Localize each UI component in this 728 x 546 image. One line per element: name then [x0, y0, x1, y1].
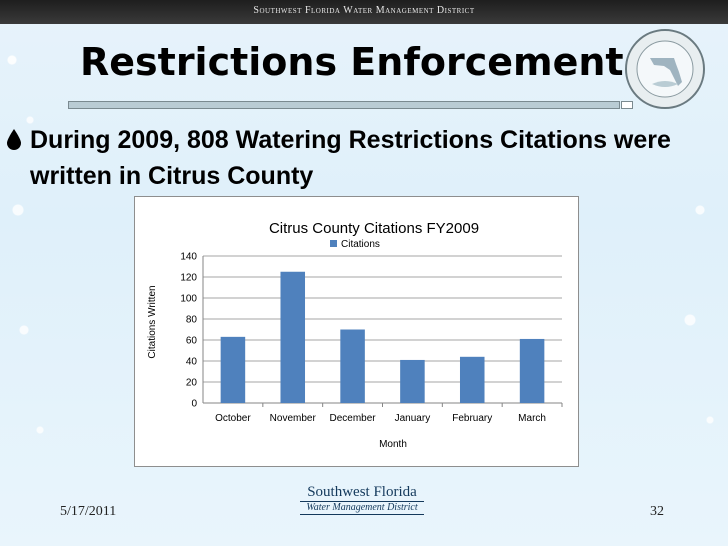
title-underline: [68, 101, 633, 109]
y-tick-label: 100: [180, 294, 197, 305]
legend-swatch: [330, 240, 337, 247]
footer-date: 5/17/2011: [60, 504, 117, 519]
y-tick-label: 20: [186, 378, 198, 389]
y-tick-label: 60: [186, 336, 198, 347]
bar: [280, 271, 306, 403]
bar-chart: Citrus County Citations FY2009 Citations…: [147, 220, 563, 450]
bar: [459, 356, 485, 403]
chart-container: Citrus County Citations FY2009 Citations…: [134, 196, 579, 467]
y-tick-label: 80: [186, 315, 198, 326]
page-number: 32: [650, 504, 664, 519]
bar: [519, 338, 545, 403]
y-tick-label: 40: [186, 357, 198, 368]
x-tick-label: November: [270, 413, 317, 424]
district-logo: Southwest Florida Water Management Distr…: [300, 484, 424, 520]
x-tick-label: October: [215, 413, 251, 424]
x-tick-label: January: [395, 413, 431, 424]
banner-text: Southwest Florida Water Management Distr…: [253, 5, 475, 16]
y-tick-label: 120: [180, 273, 197, 284]
bullet-text: During 2009, 808 Watering Restrictions C…: [30, 126, 671, 190]
bar: [340, 329, 365, 403]
slide-title: Restrictions Enforcement: [80, 40, 624, 84]
bar: [220, 336, 246, 403]
y-tick-label: 140: [180, 252, 197, 263]
x-tick-label: March: [518, 413, 546, 424]
y-axis-label: Citations Written: [147, 285, 158, 358]
logo-line2: Water Management District: [300, 501, 424, 515]
y-tick-label: 0: [191, 399, 197, 410]
top-banner: Southwest Florida Water Management Distr…: [0, 0, 728, 24]
legend-label: Citations: [341, 239, 380, 250]
water-drop-icon: [7, 129, 21, 150]
district-seal-icon: [625, 29, 705, 109]
logo-line1: Southwest Florida: [307, 484, 417, 500]
chart-title: Citrus County Citations FY2009: [269, 220, 479, 237]
x-axis-label: Month: [379, 439, 407, 450]
bar: [400, 359, 425, 403]
x-tick-label: February: [452, 413, 492, 424]
x-tick-label: December: [330, 413, 377, 424]
